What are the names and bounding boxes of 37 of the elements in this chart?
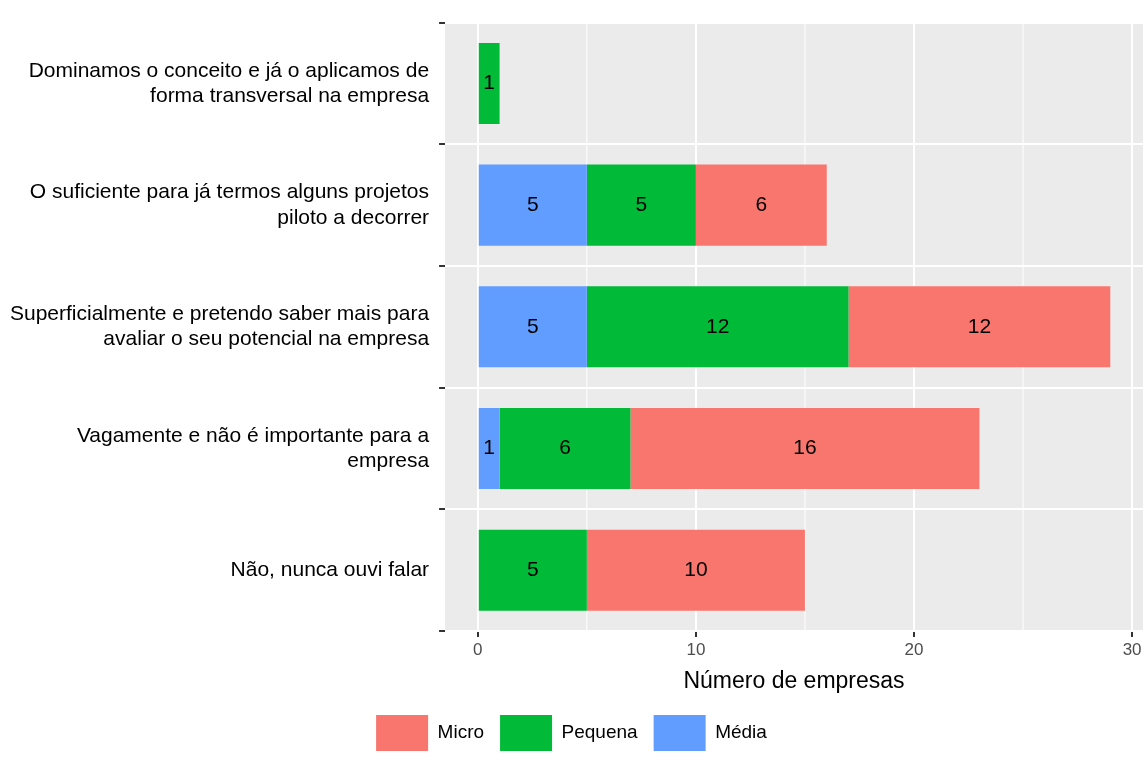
x-tick-label: 30: [1122, 639, 1142, 659]
legend-label: Média: [715, 721, 768, 743]
x-tick-label: 10: [686, 639, 706, 659]
y-tick-label: Superficialmente e pretendo saber mais para avaliar o seu potencial na empresa: [9, 301, 430, 350]
bar: [478, 407, 500, 489]
y-tick-label: Não, nunca ouvi falar: [230, 556, 430, 580]
x-tick-label: 0: [473, 639, 483, 659]
data-label: 1: [483, 70, 496, 94]
y-tick-label: O suficiente para já termos alguns projetos piloto a decorrer: [29, 179, 430, 228]
bar: [695, 164, 827, 246]
data-label: 5: [526, 313, 539, 337]
y-tick-label: Vagamente e não é importante para a empresa: [76, 422, 430, 471]
x-tick-label: 20: [904, 639, 924, 659]
bar: [499, 407, 631, 489]
data-label: 6: [559, 435, 571, 459]
bar: [586, 286, 849, 368]
data-label: 12: [706, 313, 730, 337]
data-label: 16: [793, 435, 817, 459]
bar: [848, 286, 1111, 368]
data-label: 12: [967, 313, 992, 337]
bar: [478, 529, 587, 611]
data-label: 6: [755, 191, 768, 215]
bar: [586, 164, 696, 246]
y-tick-label: Dominamos o conceito e já o aplicamos de forma transversal na empresa: [28, 57, 430, 106]
data-label: 5: [526, 556, 539, 580]
data-label: 10: [684, 556, 708, 580]
bar: [630, 407, 980, 489]
data-label: 5: [635, 191, 648, 215]
data-label: 1: [483, 435, 496, 459]
data-label: 5: [526, 191, 539, 215]
bar: [586, 529, 805, 611]
legend-label: Pequena: [561, 721, 639, 743]
x-axis-title: Número de empresas: [683, 666, 905, 693]
bar: [478, 42, 500, 124]
bar: [478, 286, 587, 368]
bar: [478, 164, 587, 246]
legend-label: Micro: [437, 721, 485, 743]
